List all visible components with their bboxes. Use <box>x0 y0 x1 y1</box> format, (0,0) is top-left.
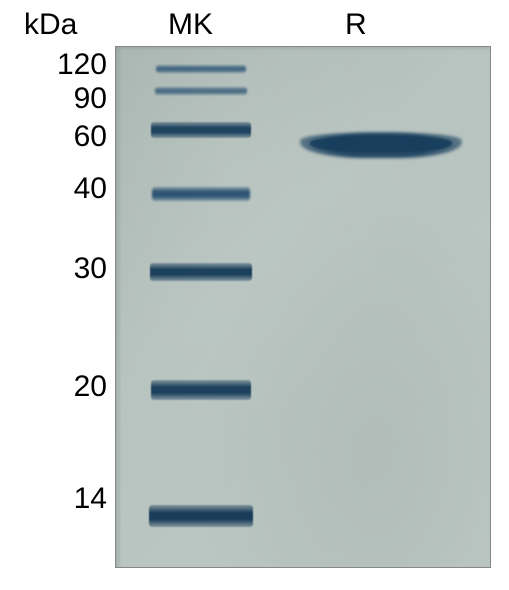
r-header: R <box>345 8 367 42</box>
gel-top-edge <box>116 47 490 51</box>
gel-figure: kDa MK R 12090 60 40 30 20 14 <box>0 0 509 590</box>
mk-band-3 <box>152 187 250 201</box>
mk-band-6 <box>149 505 253 527</box>
gel-left-edge <box>116 47 122 567</box>
mk-header: MK <box>168 8 213 42</box>
gel-area <box>115 46 491 568</box>
mk-band-2 <box>151 122 251 138</box>
mw-label-14: 14 <box>12 482 107 516</box>
mk-band-1 <box>155 87 247 95</box>
mk-band-5 <box>151 380 251 400</box>
mw-label-30: 30 <box>12 252 107 286</box>
kda-header: kDa <box>24 8 77 42</box>
mw-label-40: 40 <box>12 172 107 206</box>
r-band-core-0 <box>310 136 452 152</box>
mw-label-90: 90 <box>12 82 107 116</box>
mw-label-60: 60 <box>12 120 107 154</box>
mw-label-20: 20 <box>12 370 107 404</box>
mw-label-120: 120 <box>12 48 107 82</box>
mk-band-4 <box>150 263 252 281</box>
mk-band-0 <box>156 65 246 73</box>
